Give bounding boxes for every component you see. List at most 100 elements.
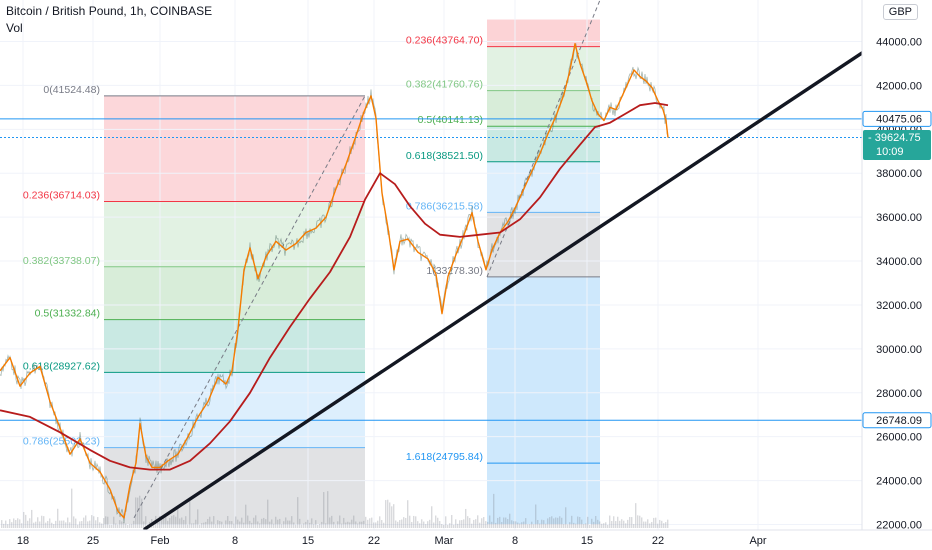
volume-bar (21, 523, 23, 528)
volume-bar (197, 509, 199, 528)
volume-bar (131, 523, 133, 528)
volume-bar (263, 517, 265, 528)
fib2-label-5: 1(33278.30) (426, 265, 483, 277)
volume-bar (183, 519, 185, 528)
volume-bar (481, 518, 483, 528)
volume-bar (409, 515, 411, 528)
volume-bar (535, 504, 537, 528)
volume-bar (455, 519, 457, 528)
volume-bar (403, 517, 405, 528)
volume-bar (351, 519, 353, 528)
volume-bar (37, 517, 39, 528)
volume-bar (199, 524, 201, 528)
volume-bar (543, 520, 545, 528)
volume-bar (175, 516, 177, 528)
volume-bar (643, 521, 645, 528)
volume-bar (115, 523, 117, 528)
volume-bar (159, 516, 161, 528)
price-label-1: - 39624.75 (868, 132, 921, 144)
volume-bar (281, 524, 283, 528)
volume-bar (441, 524, 443, 528)
fib2-label-2: 0.5(40141.13) (418, 114, 483, 126)
volume-bar (653, 517, 655, 528)
fib2-band-6 (487, 276, 600, 525)
price-axis: 44000.0042000.0040000.0038000.0036000.00… (861, 0, 932, 550)
volume-bar (161, 520, 163, 528)
volume-bar (289, 520, 291, 528)
volume-bar (485, 521, 487, 528)
volume-bar (239, 521, 241, 528)
volume-bar (517, 522, 519, 528)
volume-bar (419, 523, 421, 528)
volume-bar (573, 522, 575, 528)
price-label-bg-2 (862, 412, 932, 429)
volume-bar (145, 516, 147, 528)
volume-bar (207, 519, 209, 528)
volume-bar (251, 522, 253, 528)
volume-bar (505, 517, 507, 528)
volume-bar (223, 524, 225, 528)
volume-bar (325, 523, 327, 528)
volume-bar (593, 521, 595, 528)
volume-bar (337, 521, 339, 528)
currency-button[interactable]: GBP (882, 4, 918, 20)
volume-bar (539, 523, 541, 528)
volume-bar (9, 519, 11, 528)
volume-bar (459, 520, 461, 528)
volume-bar (61, 520, 63, 528)
volume-bar (253, 517, 255, 528)
volume-bar (473, 519, 475, 528)
volume-bar (561, 517, 563, 528)
volume-bar (655, 517, 657, 528)
y-tick-0: 44000.00 (876, 37, 922, 49)
volume-bar (83, 517, 85, 528)
volume-bar (313, 524, 315, 528)
trendline-group (143, 48, 868, 531)
volume-bar (31, 509, 33, 528)
volume-bar (339, 515, 341, 528)
volume-bar (99, 522, 101, 528)
volume-bar (519, 523, 521, 528)
volume-bar (467, 516, 469, 528)
volume-bar (327, 491, 329, 528)
volume-bar (303, 523, 305, 528)
volume-bar (49, 518, 51, 528)
volume-bar (433, 522, 435, 528)
volume-bar (293, 522, 295, 528)
time-axis: 18 25 Feb 8 15 22 Mar 8 15 22 Apr (0, 529, 932, 550)
volume-bar (451, 515, 453, 528)
volume-bar (257, 521, 259, 528)
volume-bar (361, 521, 363, 528)
price-label-bg-1 (863, 130, 931, 161)
volume-bar (63, 520, 65, 528)
x-tick-1: 25 (87, 535, 99, 547)
volume-bar (579, 516, 581, 528)
volume-bar (661, 520, 663, 528)
x-tick-8: 15 (581, 535, 593, 547)
volume-bar (567, 524, 569, 528)
volume-bar (181, 517, 183, 528)
volume-bar (401, 519, 403, 528)
volume-bar (483, 517, 485, 528)
volume-bar (407, 500, 409, 528)
volume-bar (133, 520, 135, 528)
volume-bar (565, 507, 567, 528)
y-tick-9: 26000.00 (876, 432, 922, 444)
fib1-guide (133, 95, 366, 519)
volume-bar (385, 500, 387, 528)
volume-bar (569, 522, 571, 528)
volume-bar (47, 520, 49, 528)
price-axis-bg (862, 0, 932, 550)
volume-bar (443, 524, 445, 528)
volume-bar (105, 516, 107, 528)
volume-bar (311, 518, 313, 528)
volume-bar (87, 521, 89, 528)
volume-bar (135, 497, 137, 528)
volume-bar (541, 519, 543, 528)
x-tick-3: 8 (232, 535, 238, 547)
volume-bar (475, 519, 477, 528)
volume-bar (499, 516, 501, 528)
volume-bar (581, 519, 583, 528)
volume-bar (129, 524, 131, 528)
